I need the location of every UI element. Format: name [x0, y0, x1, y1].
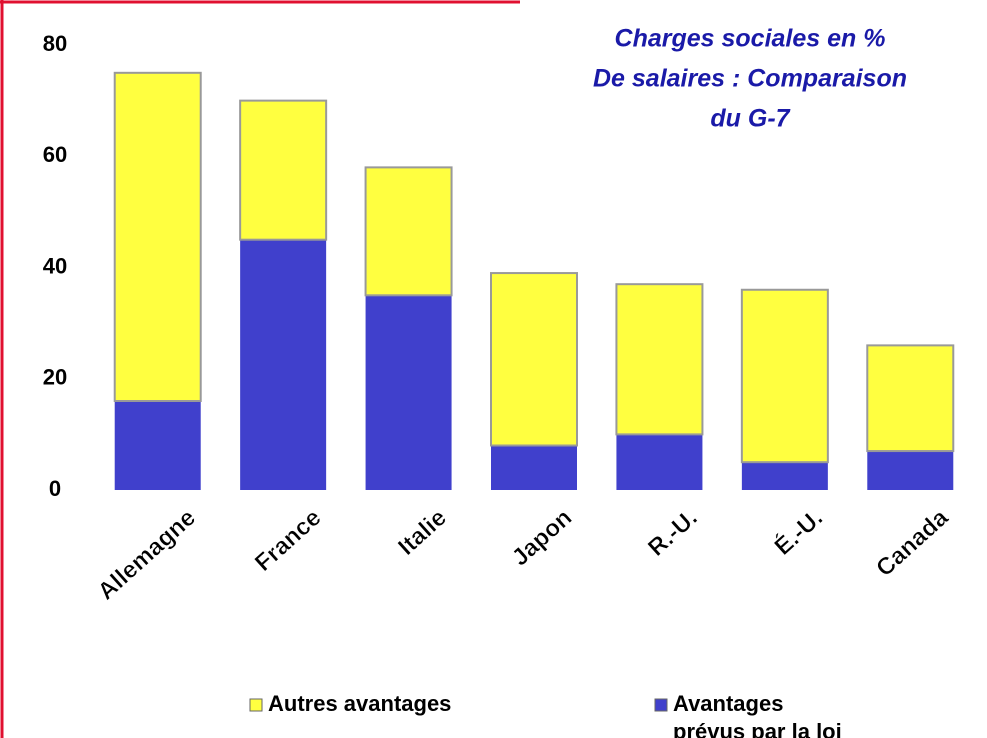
bar-segment — [616, 434, 703, 490]
legend-label: Autres avantages — [268, 691, 451, 716]
bar-segment — [867, 451, 954, 490]
x-tick-label: R.-U. — [643, 504, 703, 562]
bar-segment — [490, 272, 578, 447]
bar-segment — [615, 283, 704, 436]
y-tick-label: 60 — [43, 142, 67, 167]
legend-swatch — [654, 698, 668, 712]
bar-segment — [240, 239, 327, 490]
y-tick-label: 80 — [43, 31, 67, 56]
bar-segment — [365, 295, 452, 490]
y-tick-label: 20 — [43, 365, 67, 390]
bar-segment — [114, 401, 201, 490]
bar-segment — [740, 288, 829, 464]
x-tick-label: Japon — [507, 504, 578, 571]
bar-segment — [491, 445, 577, 490]
bar-segment — [741, 462, 828, 490]
x-tick-label: Allemagne — [93, 504, 201, 605]
y-tick-label: 0 — [49, 476, 61, 501]
x-tick-label: Italie — [393, 504, 452, 561]
x-tick-label: Canada — [871, 504, 954, 583]
chart-title: Charges sociales en % — [615, 25, 886, 53]
chart-title: du G-7 — [710, 105, 790, 133]
bar-segment — [866, 344, 955, 453]
legend-label: Avantages prévus par la loi — [673, 691, 842, 738]
bar-segment — [364, 166, 453, 297]
y-tick-label: 40 — [43, 253, 67, 278]
chart-title: De salaires : Comparaison — [593, 65, 907, 93]
x-tick-label: É.-U. — [769, 503, 828, 560]
x-tick-label: France — [250, 504, 327, 577]
legend-swatch — [249, 698, 263, 712]
bar-segment — [113, 71, 202, 402]
bar-segment — [239, 99, 328, 241]
